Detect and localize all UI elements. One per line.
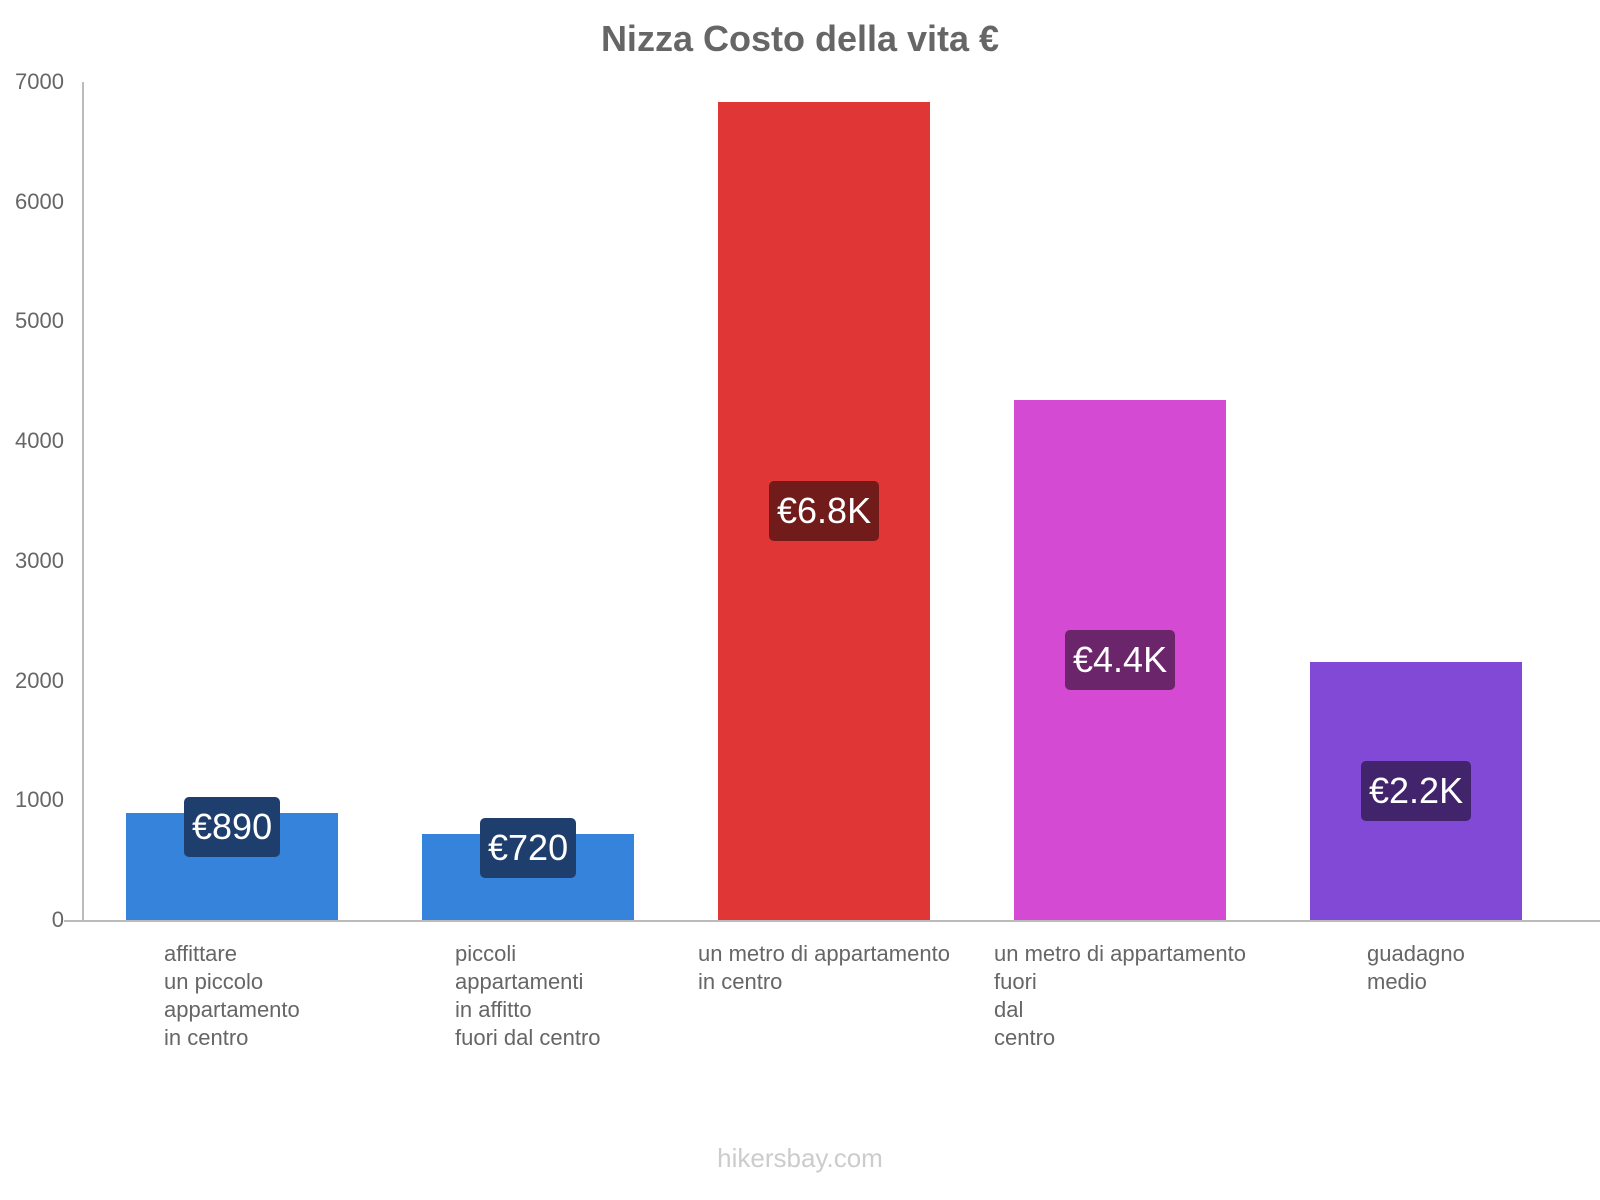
bar-value-label: €720 [480,817,577,878]
y-tick-label: 6000 [15,188,64,214]
x-category-label: guadagno medio [1367,941,1465,994]
y-tick-label: 7000 [15,69,64,94]
bar-value-label: €890 [184,797,281,858]
x-category-label: un metro di appartamento in centro [698,941,950,994]
y-tick-label: 4000 [15,428,64,454]
y-axis-line [82,82,84,920]
y-tick-label: 5000 [15,308,64,334]
bar-value-label: €4.4K [1065,629,1176,690]
bar-value-label: €2.2K [1361,761,1472,822]
y-tick-label: 0 [51,907,64,932]
x-category-label: un metro di appartamento fuori dal centr… [994,941,1246,1050]
bar-value-label: €6.8K [769,481,880,542]
x-category-label: affittare un piccolo appartamento in cen… [164,941,300,1050]
x-category-label: piccoli appartamenti in affitto fuori da… [455,941,601,1050]
y-tick-label: 1000 [15,787,64,813]
source-watermark: hikersbay.com [717,1143,883,1173]
chart-title: Nizza Costo della vita € [600,18,1000,59]
y-tick-label: 3000 [15,547,64,573]
x-axis-line [64,920,1600,922]
y-tick-label: 2000 [15,667,64,693]
